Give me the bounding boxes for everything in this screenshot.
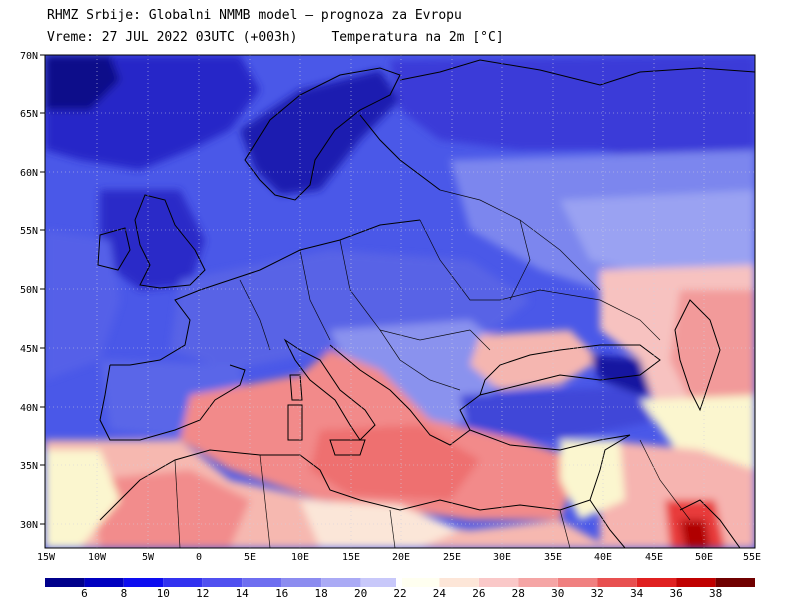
lon-label: 40E [594,552,612,563]
lon-label: 20E [392,552,410,563]
latitude-labels: 70N 65N 60N 55N 50N 45N 40N 35N 30N [20,51,38,531]
colorbar-swatch [360,578,396,587]
colorbar: 6 8 10 12 14 16 18 20 22 24 26 28 30 32 34 36 38 [45,578,755,600]
lat-label: 35N [20,461,38,472]
colorbar-swatch [123,578,164,587]
colorbar-swatch [439,578,479,587]
lat-label: 70N [20,51,38,62]
axis-ticks [40,54,45,525]
colorbar-label: 38 [709,587,722,600]
colorbar-swatch [597,578,637,587]
lon-label: 25E [443,552,461,563]
colorbar-swatch [281,578,322,587]
lon-label: 15W [37,552,56,563]
colorbar-label: 6 [81,587,88,600]
lat-label: 30N [20,520,38,531]
colorbar-swatch [242,578,282,587]
colorbar-label: 10 [157,587,170,600]
colorbar-label: 8 [121,587,128,600]
colorbar-label: 26 [472,587,485,600]
longitude-labels: 15W 10W 5W 0 5E 10E 15E 20E 25E 30E 35E … [37,552,761,563]
colorbar-label: 18 [314,587,327,600]
colorbar-swatch [202,578,243,587]
colorbar-label: 20 [354,587,367,600]
colorbar-swatch [45,578,85,587]
lon-label: 0 [196,552,202,563]
temperature-field [45,55,755,548]
colorbar-label: 14 [236,587,250,600]
colorbar-label: 30 [551,587,564,600]
colorbar-swatch [402,578,440,587]
colorbar-swatch [676,578,716,587]
lon-label: 50E [695,552,713,563]
colorbar-label: 34 [630,587,644,600]
map-subtitle: Vreme: 27 JUL 2022 03UTC (+003h) Temperat… [47,30,504,46]
lat-label: 45N [20,344,38,355]
colorbar-swatch [518,578,558,587]
lon-label: 5W [142,552,155,563]
lon-label: 10W [88,552,107,563]
colorbar-label: 12 [196,587,209,600]
lon-label: 35E [544,552,562,563]
colorbar-swatch [636,578,677,587]
map-title: RHMZ Srbije: Globalni NMMB model — progn… [47,8,462,23]
colorbar-swatch [557,578,598,587]
country-borders [174,189,691,548]
lon-label: 30E [493,552,511,563]
parameter-label: Temperatura na 2m [°C] [331,30,504,45]
colorbar-swatch [715,578,755,587]
colorbar-label: 24 [433,587,447,600]
colorbar-swatch [321,578,361,587]
coastlines [97,59,755,548]
colorbar-swatch [84,578,124,587]
colorbar-label: 28 [512,587,525,600]
colorbar-label: 36 [669,587,682,600]
lat-label: 60N [20,168,38,179]
map-plot-area [45,55,755,548]
lon-label: 5E [244,552,256,563]
colorbar-label: 22 [393,587,406,600]
lon-label: 55E [743,552,761,563]
map-frame [44,54,756,549]
lat-label: 40N [20,403,38,414]
lat-label: 65N [20,109,38,120]
colorbar-swatch [163,578,203,587]
lat-label: 55N [20,226,38,237]
colorbar-swatch [478,578,519,587]
lon-label: 10E [291,552,309,563]
lon-label: 45E [645,552,663,563]
colorbar-label: 16 [275,587,288,600]
forecast-time: Vreme: 27 JUL 2022 03UTC (+003h) [47,30,298,45]
colorbar-label: 32 [591,587,604,600]
lat-label: 50N [20,285,38,296]
lon-label: 15E [342,552,360,563]
